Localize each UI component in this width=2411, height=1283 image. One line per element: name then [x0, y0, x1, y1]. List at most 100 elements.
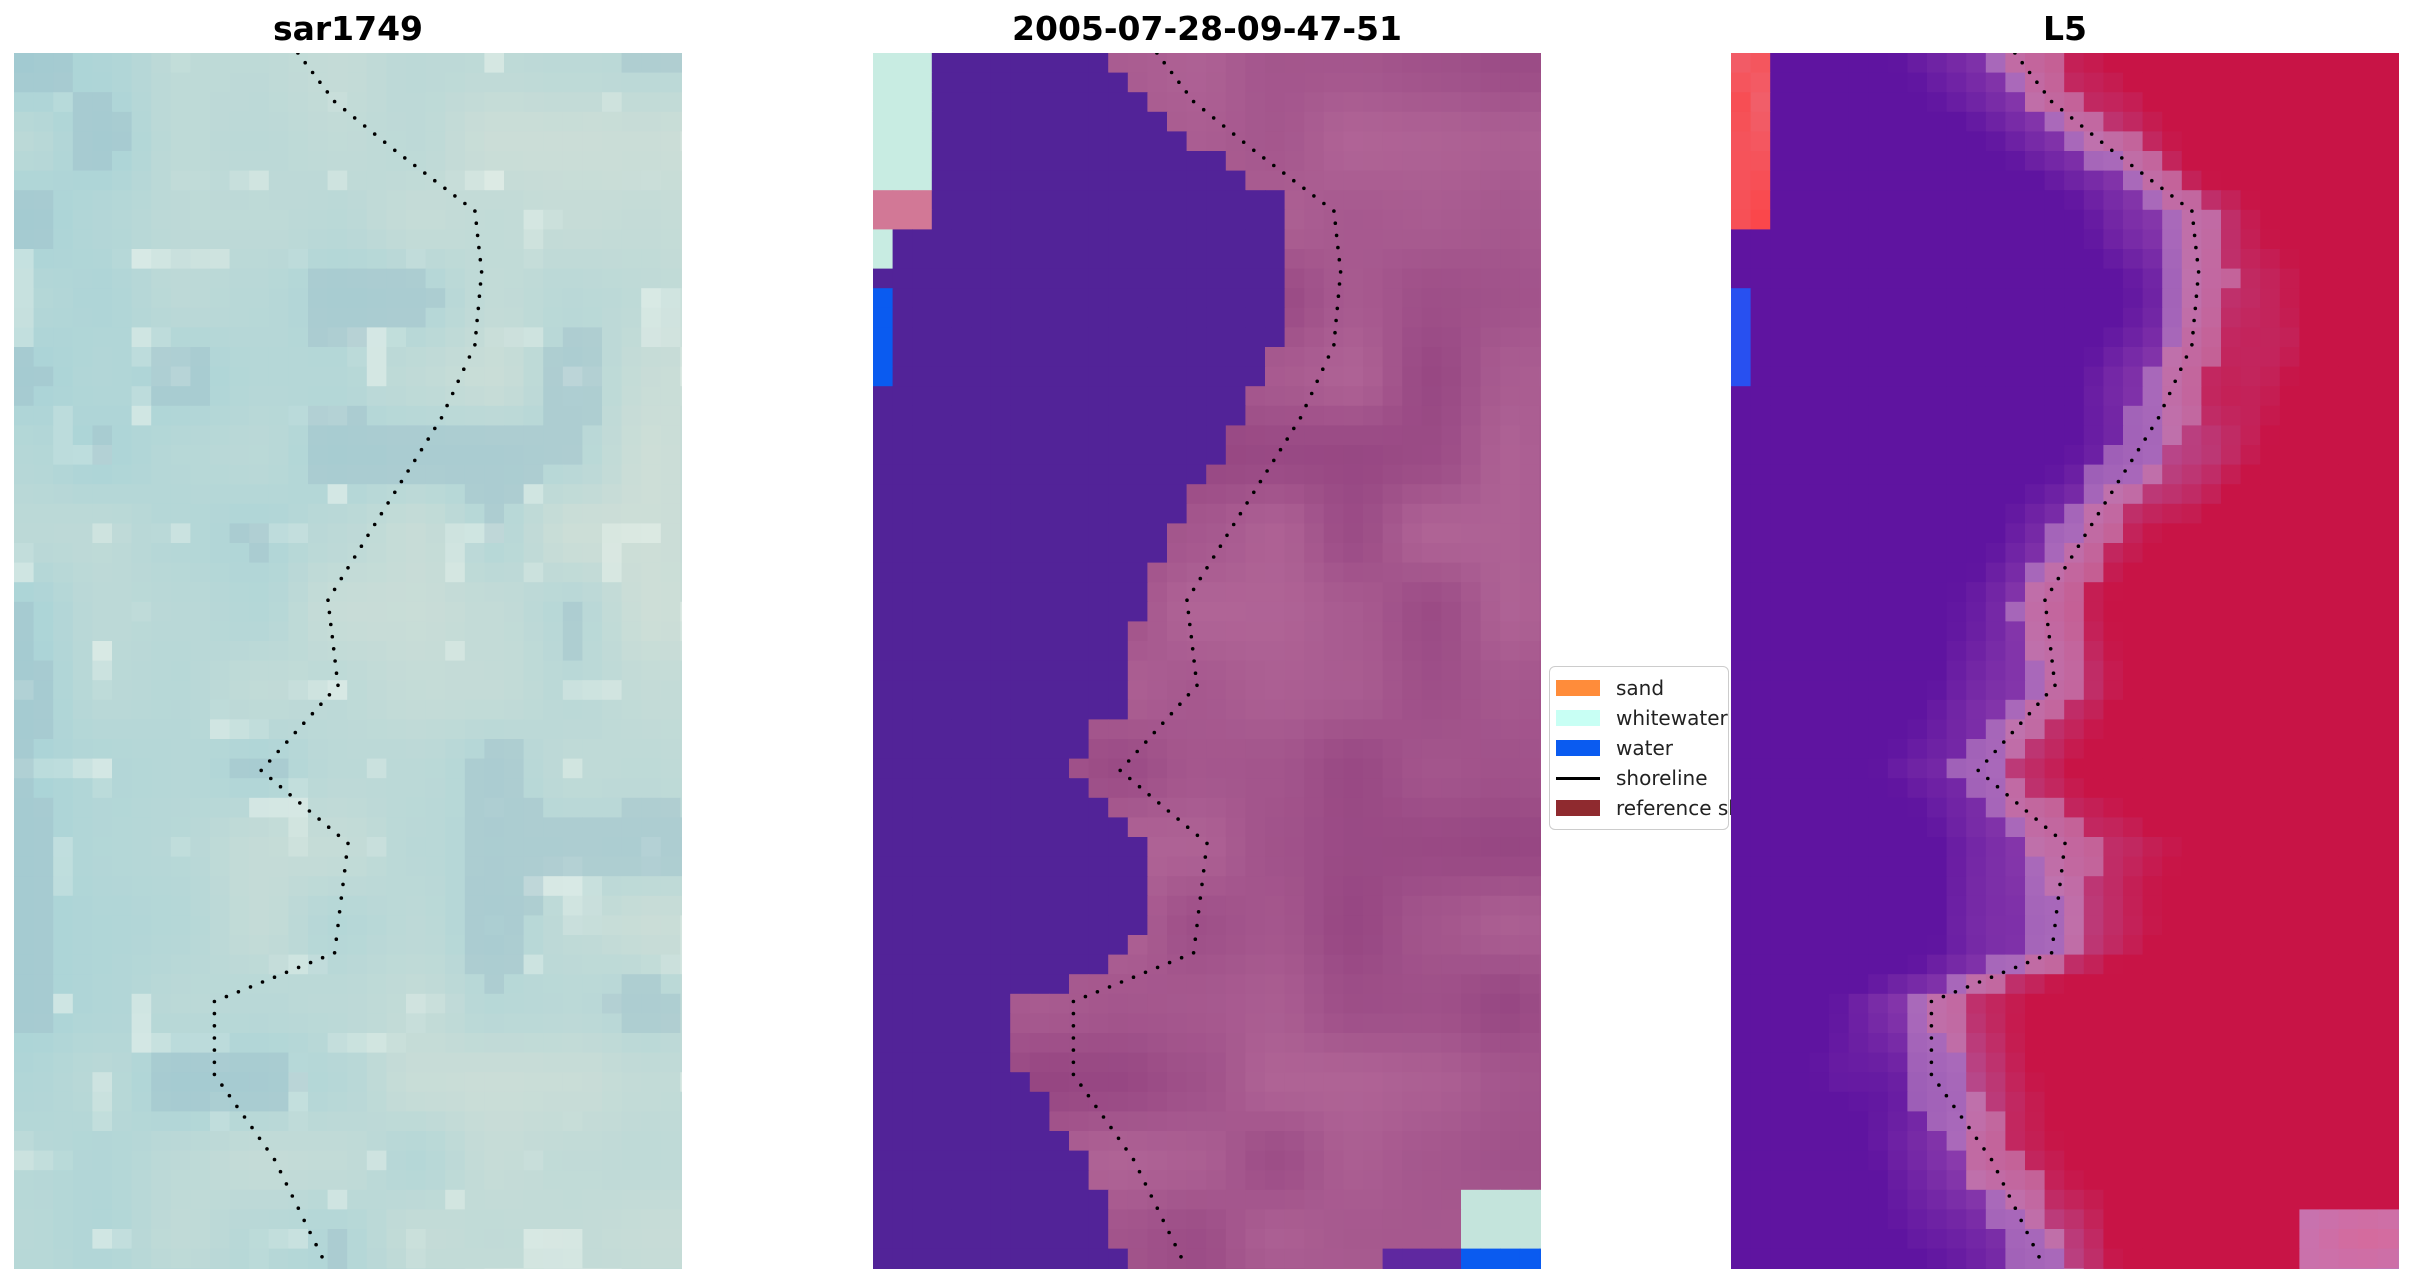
shoreline-point — [1332, 209, 1336, 213]
shoreline-point — [1166, 809, 1171, 813]
shoreline-point — [1118, 768, 1122, 773]
shoreline-point — [2037, 955, 2042, 960]
shoreline-point — [267, 759, 272, 763]
shoreline-point — [1265, 469, 1269, 473]
shoreline-point — [362, 124, 367, 128]
shoreline-point — [331, 647, 336, 651]
shoreline-point — [2013, 1206, 2018, 1210]
shoreline-point — [1176, 817, 1180, 821]
shoreline-point — [1336, 294, 1341, 298]
shoreline-point — [2054, 910, 2059, 914]
shoreline-point — [1309, 391, 1314, 396]
shoreline-point — [476, 306, 481, 311]
index-image — [1731, 53, 2399, 1269]
shoreline-point — [403, 156, 407, 160]
shoreline-point — [1193, 671, 1198, 675]
shoreline-point — [1143, 1182, 1148, 1186]
shoreline-point — [2005, 793, 2009, 797]
shoreline-point — [298, 801, 302, 805]
shoreline-point — [1929, 999, 1934, 1004]
shoreline-point — [1982, 1147, 1986, 1151]
shoreline-point — [1321, 367, 1325, 372]
shoreline-point — [1326, 355, 1331, 359]
shoreline-point — [1071, 1048, 1076, 1052]
shoreline-dots — [1929, 53, 2201, 1259]
shoreline-point — [2056, 576, 2061, 581]
shoreline-point — [290, 1194, 295, 1198]
shoreline-point — [329, 622, 333, 627]
rgb-image — [14, 53, 682, 1269]
shoreline-point — [463, 201, 467, 206]
shoreline-point — [325, 90, 330, 94]
shoreline-point — [2120, 156, 2124, 160]
shoreline-point — [2069, 555, 2074, 559]
shoreline-point — [332, 951, 337, 955]
shoreline-point — [2050, 659, 2054, 663]
shoreline-point — [259, 768, 263, 773]
shoreline-point — [212, 1011, 217, 1016]
shoreline-point — [1185, 825, 1190, 829]
shoreline-point — [2089, 522, 2094, 527]
shoreline-point — [1144, 740, 1148, 744]
shoreline-point — [326, 825, 331, 829]
shoreline-point — [399, 479, 404, 484]
shoreline-point — [1126, 759, 1131, 763]
shoreline-point — [2020, 60, 2024, 65]
shoreline-point — [478, 257, 483, 262]
shoreline-point — [1929, 1072, 1934, 1077]
shoreline-point — [2044, 693, 2049, 697]
shoreline-point — [285, 740, 289, 744]
shoreline-point — [2049, 587, 2054, 592]
shoreline-point — [1124, 1147, 1128, 1151]
shoreline-point — [242, 1115, 247, 1119]
shoreline-point — [1929, 1060, 1934, 1065]
whitewater-swatch — [1556, 710, 1600, 726]
shoreline-point — [319, 702, 323, 706]
shoreline-point — [1195, 923, 1199, 928]
shoreline-point — [1976, 768, 1980, 773]
shoreline-point — [1191, 951, 1196, 955]
shoreline-point — [2099, 140, 2104, 144]
shoreline-point — [439, 416, 444, 420]
shoreline-point — [1131, 975, 1136, 979]
shoreline-point — [426, 437, 431, 441]
shoreline-point — [337, 910, 342, 914]
shoreline-point — [443, 186, 447, 191]
shoreline-point — [1191, 99, 1196, 104]
shoreline-point — [419, 447, 424, 452]
shoreline-point — [352, 555, 357, 559]
shoreline-point — [1191, 587, 1196, 592]
shoreline-point — [1109, 1125, 1113, 1130]
shoreline-point — [1195, 683, 1199, 688]
shoreline-point — [433, 178, 437, 183]
shoreline-point — [2056, 896, 2061, 900]
shoreline-point — [344, 855, 349, 859]
shoreline-point — [2063, 841, 2067, 846]
shoreline-point — [269, 776, 273, 781]
shoreline-point — [1304, 403, 1308, 408]
shoreline-point — [2027, 711, 2032, 716]
sand-swatch — [1556, 680, 1600, 696]
shoreline-line-swatch — [1556, 776, 1600, 780]
shoreline-point — [2143, 437, 2147, 441]
shoreline-point — [1149, 1194, 1154, 1198]
shoreline-point — [257, 1136, 262, 1141]
shoreline-point — [475, 233, 480, 238]
shoreline-point — [2130, 458, 2134, 463]
shoreline-point — [2194, 245, 2198, 250]
shoreline-point — [227, 1093, 232, 1098]
shoreline-point — [2190, 209, 2194, 213]
shoreline-point — [1282, 171, 1286, 175]
shoreline-point — [1162, 60, 1166, 65]
shoreline-point — [336, 923, 340, 928]
shoreline-point — [2192, 233, 2197, 238]
shoreline-point — [2150, 178, 2154, 183]
shoreline-point — [2031, 1242, 2035, 1247]
shoreline-point — [235, 1104, 239, 1109]
shoreline-point — [2096, 511, 2101, 516]
shoreline-point — [2195, 257, 2200, 262]
shoreline-point — [2079, 124, 2084, 128]
shoreline-point — [473, 343, 477, 347]
shoreline-point — [1292, 178, 1296, 183]
shoreline-point — [1252, 148, 1256, 153]
